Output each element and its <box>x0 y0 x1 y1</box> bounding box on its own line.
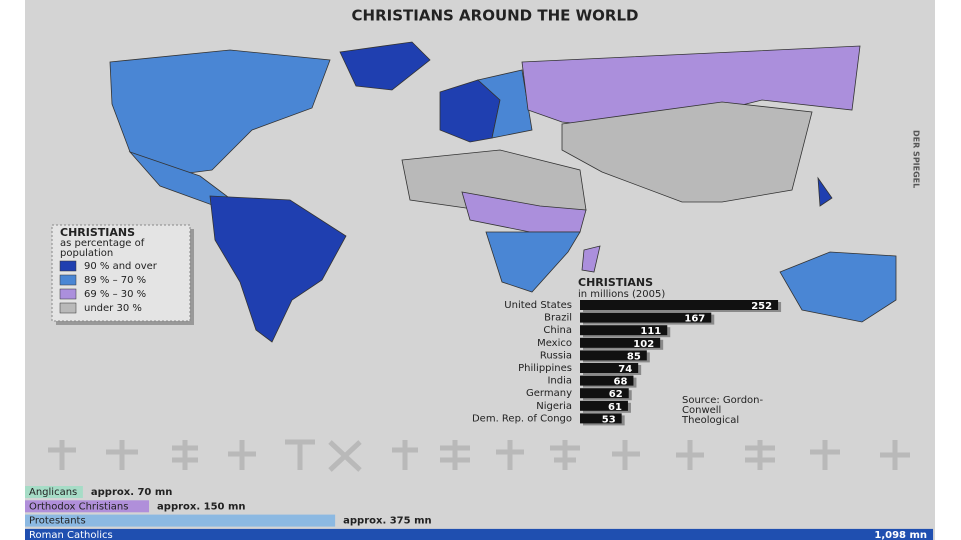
category-label: Orthodox Christians <box>29 501 128 512</box>
cross <box>285 439 315 470</box>
cross <box>328 440 362 472</box>
value-label: approx. 70 mn <box>91 487 173 498</box>
source: Conwell <box>682 405 721 416</box>
cross <box>745 440 775 470</box>
category-label: Russia <box>540 350 572 361</box>
south-america <box>209 195 347 343</box>
value-label: 102 <box>633 339 654 350</box>
legend-label: 69 % – 30 % <box>84 289 146 300</box>
philippines <box>817 176 833 207</box>
value-label: 74 <box>618 364 632 375</box>
bar <box>580 400 628 411</box>
greenland <box>339 41 431 91</box>
bar <box>580 363 639 373</box>
madagascar <box>581 245 601 273</box>
legend-subtitle: as percentage of <box>60 238 145 249</box>
chart-title: CHRISTIANS <box>578 276 653 289</box>
legend-swatch <box>59 260 77 272</box>
category-label: China <box>543 325 572 336</box>
asia <box>561 101 813 203</box>
cross <box>48 440 76 470</box>
legend-label: under 30 % <box>84 303 142 314</box>
bar <box>580 350 647 361</box>
bar <box>580 337 661 348</box>
legend-label: 89 % – 70 % <box>84 275 146 286</box>
cross <box>392 440 418 470</box>
australia <box>779 251 897 323</box>
category-label: Nigeria <box>536 401 572 412</box>
category-label: Protestants <box>29 516 86 527</box>
legend-title: CHRISTIANS <box>60 226 135 239</box>
bar <box>25 514 336 527</box>
bar <box>580 388 629 399</box>
cross <box>440 440 470 470</box>
bar <box>580 312 712 323</box>
category-label: India <box>547 376 572 387</box>
bar <box>580 413 622 424</box>
value-label: 62 <box>609 389 623 400</box>
value-label: 68 <box>614 377 628 388</box>
chart-subtitle: in millions (2005) <box>578 289 665 300</box>
value-label: 85 <box>627 351 641 362</box>
bar <box>580 325 668 336</box>
value-label: approx. 375 mn <box>343 516 432 527</box>
value-label: 111 <box>640 326 661 337</box>
category-label: United States <box>504 300 572 311</box>
southern-africa <box>485 231 581 293</box>
bar <box>580 300 779 310</box>
legend-swatch <box>59 288 77 300</box>
world-map <box>109 41 897 343</box>
value-label: approx. 150 mn <box>157 501 246 512</box>
legend-swatch <box>59 274 77 286</box>
cross <box>106 440 138 470</box>
category-label: Roman Catholics <box>29 530 113 540</box>
legend: CHRISTIANS as percentage of population 9… <box>51 224 194 325</box>
category-label: Mexico <box>537 338 572 349</box>
bar <box>580 375 634 386</box>
legend-swatch <box>59 302 77 314</box>
europe-east <box>477 69 533 139</box>
credit: DER SPIEGEL <box>912 130 921 188</box>
value-label: 61 <box>608 402 622 413</box>
cross-symbols <box>48 439 910 472</box>
value-label: 167 <box>684 314 705 325</box>
bar <box>25 528 934 540</box>
cross <box>612 440 640 470</box>
category-label: Philippines <box>518 363 572 374</box>
source: Theological <box>681 415 739 426</box>
cross <box>172 440 198 470</box>
bar <box>25 500 150 513</box>
north-america <box>109 49 331 177</box>
value-label: 252 <box>751 301 772 312</box>
cross <box>810 440 840 470</box>
value-label: 53 <box>602 414 616 425</box>
bar <box>25 486 83 498</box>
value-label: 1,098 mn <box>874 530 927 540</box>
cross <box>880 440 910 470</box>
legend-label: 90 % and over <box>84 261 158 272</box>
category-label: Brazil <box>544 313 572 324</box>
title: CHRISTIANS AROUND THE WORLD <box>352 7 639 25</box>
category-label: Dem. Rep. of Congo <box>472 413 572 424</box>
cross <box>550 440 580 470</box>
legend-subtitle: population <box>60 248 113 259</box>
cross <box>228 440 256 470</box>
category-label: Anglicans <box>29 487 77 498</box>
source: Source: Gordon- <box>682 395 764 406</box>
cross <box>496 440 524 470</box>
cross <box>676 440 704 470</box>
category-label: Germany <box>526 388 572 399</box>
legend-items: 90 % and over 89 % – 70 % 69 % – 30 % under… <box>59 260 158 314</box>
